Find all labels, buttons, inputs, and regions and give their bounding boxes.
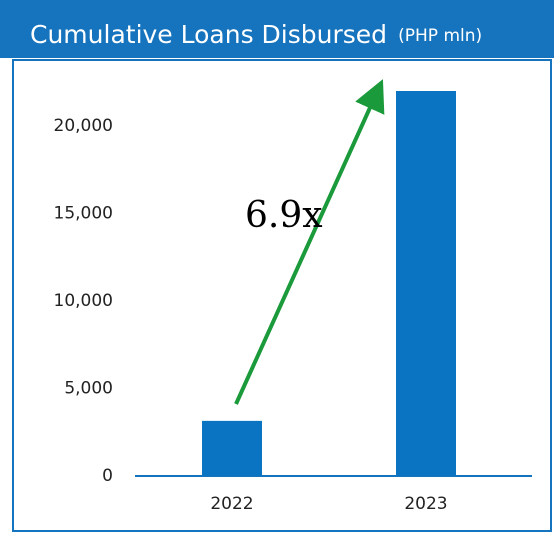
y-tick-label: 0 xyxy=(102,466,113,486)
bar xyxy=(396,91,456,476)
title-text: Cumulative Loans Disbursed xyxy=(30,20,387,49)
y-tick-label: 5,000 xyxy=(64,379,113,399)
frame xyxy=(12,59,552,532)
unit-text: (PHP mln) xyxy=(398,26,482,46)
growth-arrow xyxy=(234,79,385,405)
annotation: 6.9x xyxy=(245,195,323,236)
y-tick-label: 20,000 xyxy=(54,116,113,136)
x-tick-label: 2023 xyxy=(404,494,447,514)
y-tick-label: 15,000 xyxy=(54,204,113,224)
y-tick-label: 10,000 xyxy=(54,291,113,311)
bar xyxy=(202,420,262,476)
chart-title: Cumulative Loans Disbursed (PHP mln) xyxy=(30,20,482,49)
header-bar xyxy=(0,0,554,58)
x-tick-label: 2022 xyxy=(210,494,253,514)
